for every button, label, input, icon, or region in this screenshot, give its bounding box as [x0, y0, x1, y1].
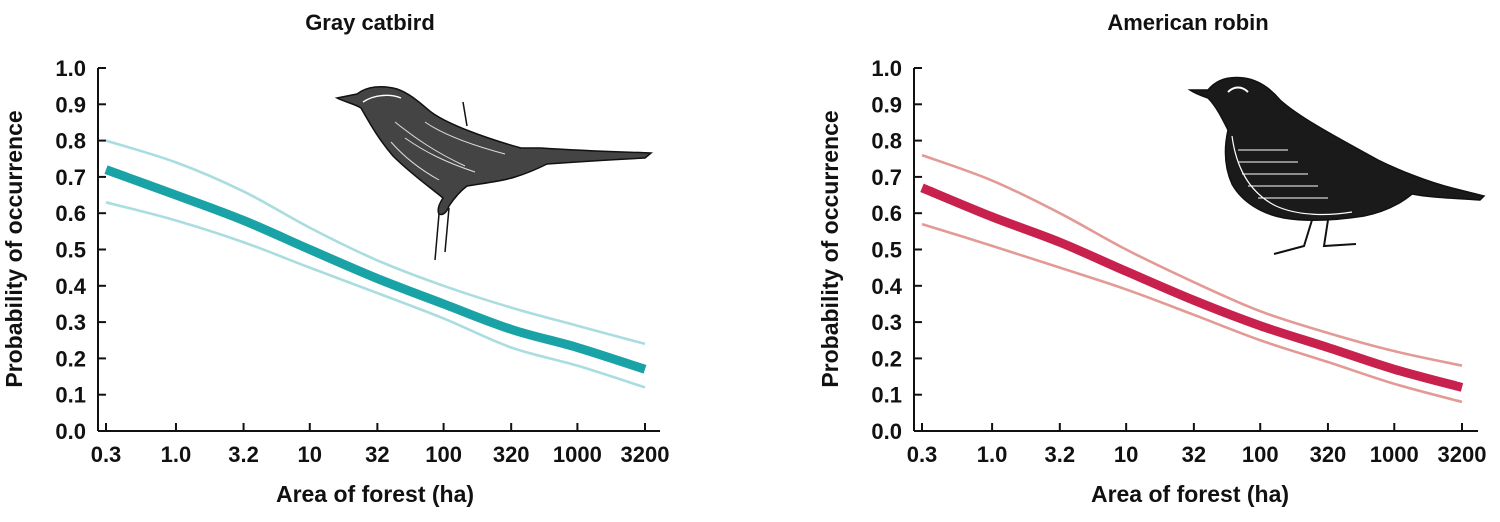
series-line-lower-bound [921, 222, 1463, 404]
y-tick-label: 0.0 [55, 419, 86, 444]
y-axis-label: Probability of occurrence [817, 110, 843, 387]
y-tick-label: 0.6 [871, 201, 902, 226]
chart-title: American robin [1107, 10, 1268, 35]
y-tick-label: 0.7 [871, 165, 902, 190]
x-axis-label: Area of forest (ha) [1091, 481, 1289, 507]
x-tick-label: 32 [365, 442, 389, 467]
american-robin-drawing [1187, 76, 1486, 221]
x-tick-label: 0.3 [91, 442, 122, 467]
axes: 0.0 0.1 0.2 0.3 0.4 0.5 0.6 0.7 0.8 0.9 1.0 0.3 1.0 3… [871, 56, 1486, 467]
axes: 0.0 0.1 0.2 0.3 0.4 0.5 0.6 0.7 0.8 0.9 1.0 0.3 1.0 3… [55, 56, 669, 467]
series-line-upper-bound [921, 153, 1463, 367]
y-tick-label: 0.5 [55, 238, 86, 263]
x-tick-label: 320 [493, 442, 530, 467]
x-tick-label: 10 [298, 442, 322, 467]
y-tick-label: 0.8 [55, 129, 86, 154]
plot-area [104, 139, 647, 389]
chart-panel-american-robin: American robin Probability of occurrence… [817, 10, 1486, 507]
x-tick-label: 1000 [553, 442, 602, 467]
y-axis-label: Probability of occurrence [1, 110, 27, 387]
y-tick-label: 0.3 [871, 310, 902, 335]
x-tick-label: 100 [1242, 442, 1279, 467]
bird-illustration [334, 85, 653, 261]
series-line-lower-bound [105, 201, 646, 389]
x-tick-label: 1.0 [977, 442, 1008, 467]
x-tick-label: 3.2 [1045, 442, 1076, 467]
x-tick-label: 3200 [621, 442, 670, 467]
x-tick-label: 32 [1182, 442, 1206, 467]
y-tick-label: 0.2 [871, 346, 902, 371]
y-tick-label: 0.1 [871, 383, 902, 408]
x-tick-label: 0.3 [907, 442, 938, 467]
series-line-estimate [920, 183, 1464, 392]
series-line-estimate [104, 165, 647, 374]
y-tick-label: 0.1 [55, 383, 86, 408]
plot-area [920, 153, 1464, 404]
x-tick-label: 1000 [1370, 442, 1419, 467]
x-tick-label: 3.2 [228, 442, 259, 467]
y-tick-label: 0.9 [55, 92, 86, 117]
y-tick-label: 0.3 [55, 310, 86, 335]
y-tick-label: 1.0 [55, 56, 86, 81]
x-tick-label: 1.0 [161, 442, 192, 467]
series-line-upper-bound [105, 139, 646, 346]
x-tick-label: 3200 [1438, 442, 1487, 467]
y-tick-label: 0.7 [55, 165, 86, 190]
bird-illustration [1187, 76, 1486, 255]
chart-title: Gray catbird [305, 10, 435, 35]
chart-panel-gray-catbird: Gray catbird Probability of occurrence A… [1, 10, 669, 507]
y-tick-label: 0.8 [871, 129, 902, 154]
y-tick-label: 0.4 [55, 274, 86, 299]
y-tick-label: 0.9 [871, 92, 902, 117]
y-tick-label: 0.2 [55, 346, 86, 371]
y-tick-label: 1.0 [871, 56, 902, 81]
y-tick-label: 0.5 [871, 238, 902, 263]
x-axis-label: Area of forest (ha) [276, 481, 474, 507]
x-tick-label: 100 [425, 442, 462, 467]
y-tick-label: 0.0 [871, 419, 902, 444]
x-tick-label: 10 [1114, 442, 1138, 467]
y-tick-label: 0.6 [55, 201, 86, 226]
x-tick-label: 320 [1310, 442, 1347, 467]
y-tick-label: 0.4 [871, 274, 902, 299]
